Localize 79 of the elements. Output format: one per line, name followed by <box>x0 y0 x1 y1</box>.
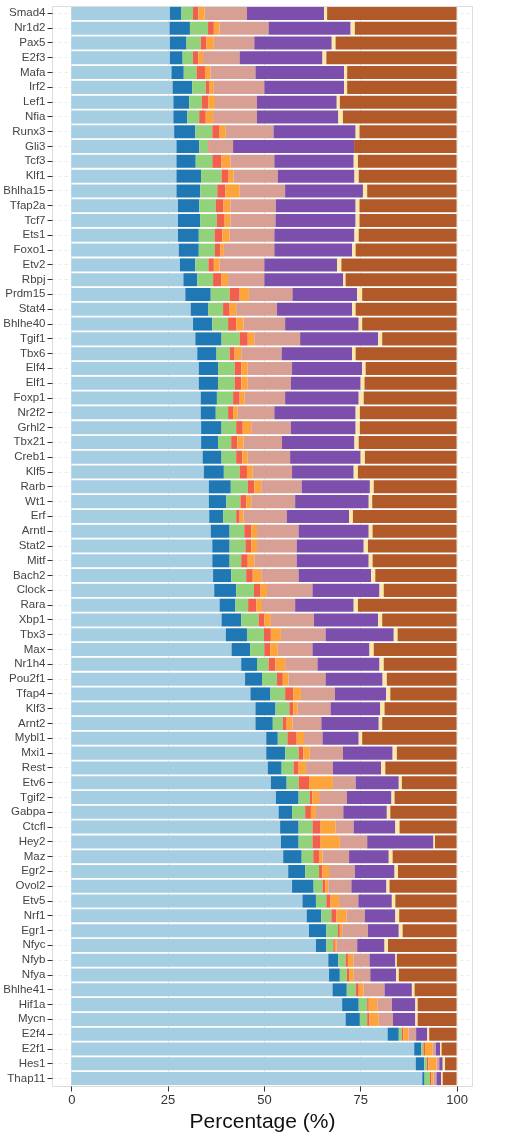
y-tick-label: Creb1 <box>14 450 46 463</box>
y-tick-label: Mybl1 <box>14 731 46 744</box>
y-tick-label: Nfya <box>21 968 47 981</box>
y-tick-label: Xbp1 <box>18 612 46 625</box>
y-tick-label: Nr1d2 <box>14 21 46 34</box>
y-tick-label: E2f1 <box>21 1042 46 1055</box>
y-tick-label: Elf4 <box>25 361 47 374</box>
y-tick-label: Mycn <box>18 1012 46 1025</box>
y-tick-label: Hif1a <box>18 997 47 1010</box>
y-tick-label: Tbx21 <box>13 435 46 448</box>
y-tick-label: Mafa <box>19 65 47 78</box>
y-tick-label: Erf <box>30 509 47 522</box>
x-tick-label: 100 <box>446 1091 468 1107</box>
x-tick-label: 75 <box>353 1091 368 1107</box>
y-tick-label: Mitf <box>26 553 47 566</box>
y-tick-label: Tcf3 <box>24 154 46 167</box>
y-tick-label: Egr1 <box>21 923 46 936</box>
y-tick-label: Tfap4 <box>16 686 47 699</box>
x-tick-label: 0 <box>68 1091 76 1107</box>
y-tick-label: Hes1 <box>18 1056 46 1069</box>
y-tick-label: Tgif1 <box>19 331 46 344</box>
y-tick-label: Rarb <box>20 479 46 492</box>
y-tick-label: Bhlhe41 <box>3 982 46 995</box>
y-tick-label: Thap11 <box>7 1071 46 1084</box>
y-tick-label: Maz <box>23 849 46 862</box>
y-tick-label: Rest <box>21 760 47 773</box>
y-tick-label: Klf1 <box>25 169 46 182</box>
y-tick-label: Tgif2 <box>19 790 46 803</box>
y-tick-label: Nrf1 <box>23 908 46 921</box>
y-tick-label: Rbpj <box>21 272 46 285</box>
y-tick-label: Ovol2 <box>15 879 46 892</box>
y-tick-label: Klf5 <box>25 465 46 478</box>
y-tick-label: Bach2 <box>12 568 46 581</box>
y-tick-label: Foxp1 <box>13 391 46 404</box>
y-tick-label: Elf1 <box>25 376 46 389</box>
y-tick-label: Gli3 <box>25 139 46 152</box>
y-tick-label: Nfia <box>25 109 47 122</box>
y-tick-label: Clock <box>16 583 46 596</box>
y-tick-label: Ctcfl <box>22 820 46 833</box>
y-tick-label: Max <box>23 642 46 655</box>
y-tick-label: Egr2 <box>21 864 46 877</box>
y-tick-label: Pax5 <box>19 35 46 48</box>
y-tick-label: Arntl <box>21 524 46 537</box>
y-tick-label: Arnt2 <box>18 716 46 729</box>
y-tick-label: E2f3 <box>21 50 46 63</box>
y-tick-label: Etv5 <box>22 894 46 907</box>
y-tick-label: Tbx6 <box>19 346 46 359</box>
y-tick-label: Gabpa <box>10 805 47 818</box>
y-tick-label: Nr1h4 <box>14 657 47 670</box>
y-tick-label: Tfap2a <box>9 198 47 211</box>
y-tick-label: Lef1 <box>23 95 46 108</box>
y-tick-label: Tbx3 <box>19 627 46 640</box>
y-tick-label: Foxo1 <box>13 243 46 256</box>
y-tick-label: Grhl2 <box>17 420 46 433</box>
y-tick-label: Prdm15 <box>5 287 46 300</box>
y-tick-label: Pou2f1 <box>9 672 46 685</box>
y-tick-label: Stat2 <box>18 539 46 551</box>
y-tick-label: Smad4 <box>9 6 47 19</box>
x-tick-label: 50 <box>257 1091 272 1107</box>
y-tick-label: Bhlhe40 <box>3 317 46 330</box>
y-tick-label: E2f4 <box>21 1027 47 1040</box>
y-tick-label: Bhlha15 <box>3 183 46 196</box>
x-axis-title: Percentage (%) <box>189 1108 336 1132</box>
y-tick-label: Tcf7 <box>24 213 46 226</box>
y-tick-label: Runx3 <box>12 124 46 137</box>
y-tick-label: Rara <box>20 598 47 611</box>
y-tick-label: Hey2 <box>18 834 46 847</box>
y-tick-label: Stat4 <box>18 302 47 315</box>
y-tick-label: Nr2f2 <box>17 405 46 418</box>
y-tick-label: Klf3 <box>25 701 46 714</box>
y-tick-label: Irf2 <box>28 80 46 93</box>
y-tick-label: Wt1 <box>25 494 46 507</box>
y-tick-label: Mxi1 <box>21 746 46 759</box>
y-tick-label: Nfyb <box>21 953 46 966</box>
y-tick-label: Nfyc <box>22 938 46 951</box>
y-tick-label: Ets1 <box>22 228 46 241</box>
y-tick-label: Etv6 <box>22 775 46 788</box>
y-tick-label: Etv2 <box>22 257 46 270</box>
x-tick-label: 25 <box>160 1091 176 1107</box>
